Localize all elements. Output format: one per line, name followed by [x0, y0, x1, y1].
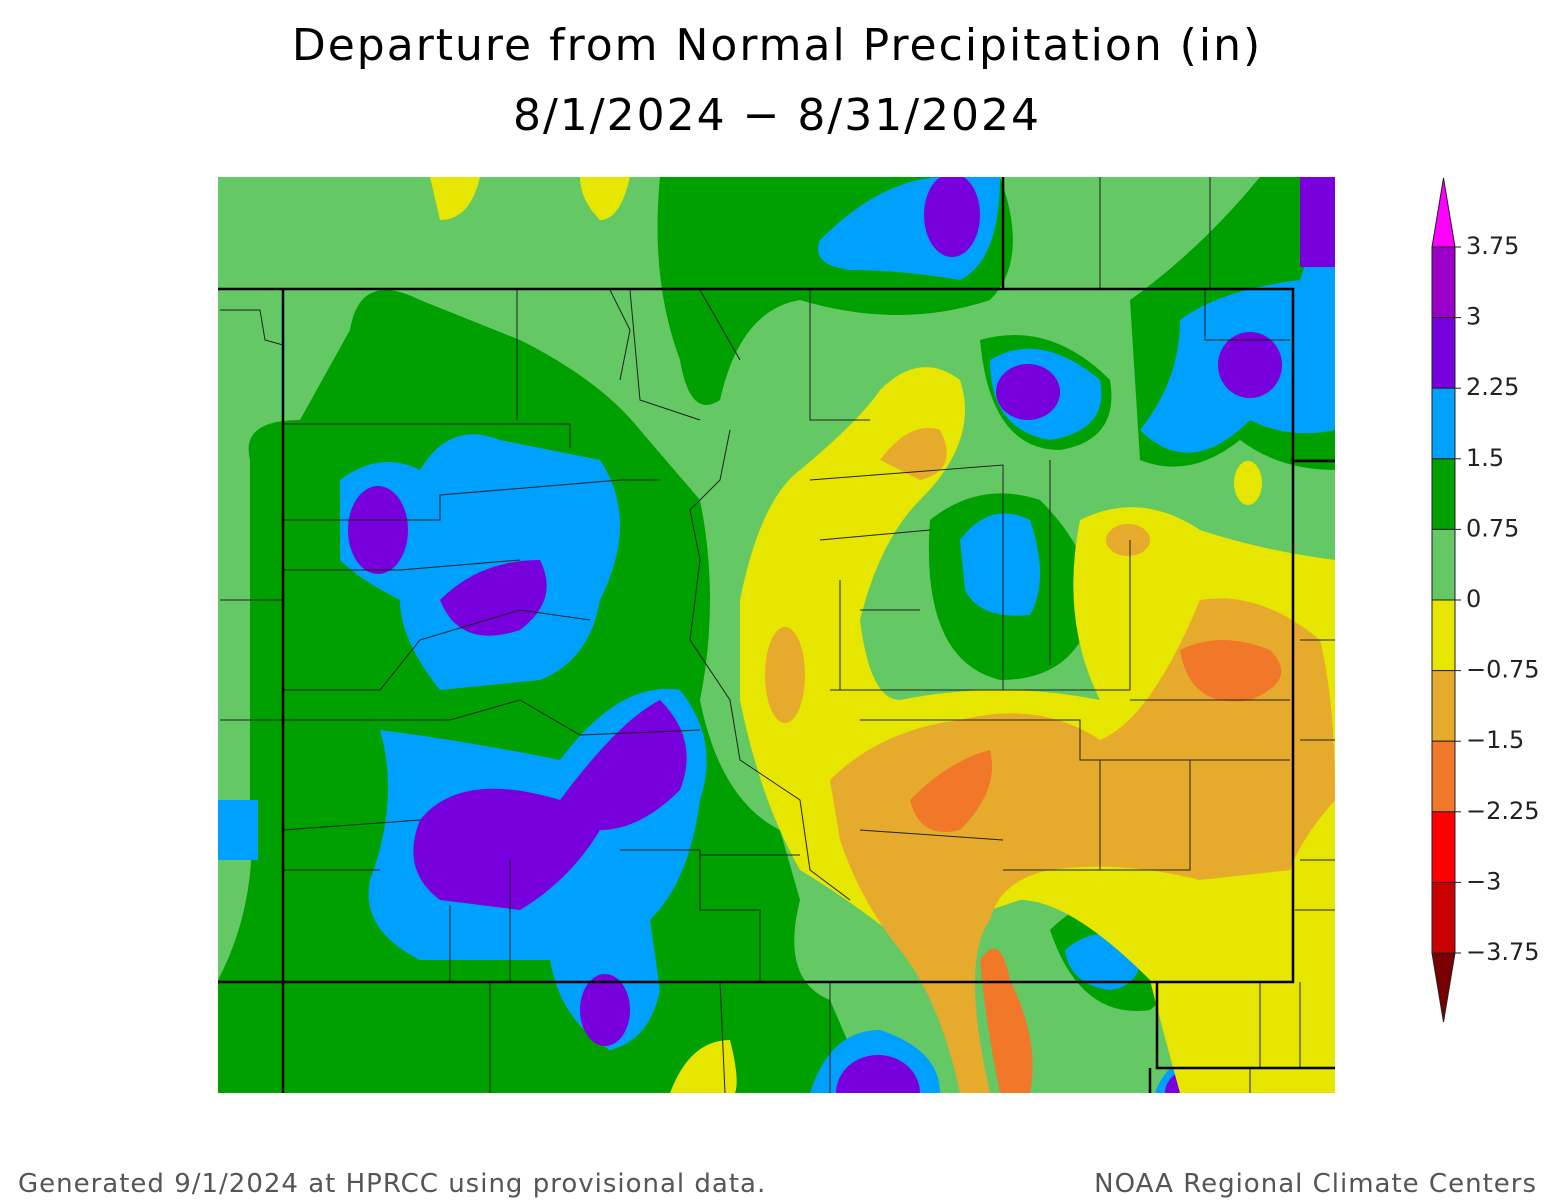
map-subtitle: 8/1/2024 − 8/31/2024: [513, 90, 1041, 141]
legend-tick-label: 0: [1466, 585, 1481, 613]
legend-under: [1431, 952, 1456, 1023]
legend-bin: [1431, 599, 1456, 672]
legend-tick-label: −0.75: [1466, 656, 1540, 684]
map-title: Departure from Normal Precipitation (in): [292, 20, 1262, 71]
legend-bin: [1431, 317, 1456, 389]
legend-bin: [1431, 670, 1456, 742]
legend-tick-label: 0.75: [1466, 514, 1519, 542]
legend-tick-label: 1.5: [1466, 444, 1504, 472]
footer-left: Generated 9/1/2024 at HPRCC using provis…: [18, 1169, 766, 1199]
legend: 3.75 3 2.25 1.5 0.75 0 −0.75 −1.5 −2.25 −3 −3.75: [1431, 177, 1540, 1023]
legend-tick-label: 3: [1466, 303, 1481, 331]
legend-over: [1431, 177, 1456, 248]
legend-tick-label: −1.5: [1466, 726, 1524, 754]
legend-bin: [1431, 881, 1456, 954]
legend-bin: [1431, 528, 1456, 601]
legend-tick-label: −3: [1466, 867, 1501, 895]
legend-bin: [1431, 458, 1456, 530]
legend-bin: [1431, 811, 1456, 883]
legend-bin: [1431, 246, 1456, 319]
legend-tick-label: −3.75: [1466, 938, 1540, 966]
footer-right: NOAA Regional Climate Centers: [1094, 1169, 1537, 1199]
legend-tick-label: 2.25: [1466, 373, 1519, 401]
legend-tick-label: 3.75: [1466, 232, 1519, 260]
map: [218, 177, 1335, 1093]
legend-bin: [1431, 740, 1456, 813]
legend-tick-label: −2.25: [1466, 797, 1540, 825]
legend-bin: [1431, 387, 1456, 460]
